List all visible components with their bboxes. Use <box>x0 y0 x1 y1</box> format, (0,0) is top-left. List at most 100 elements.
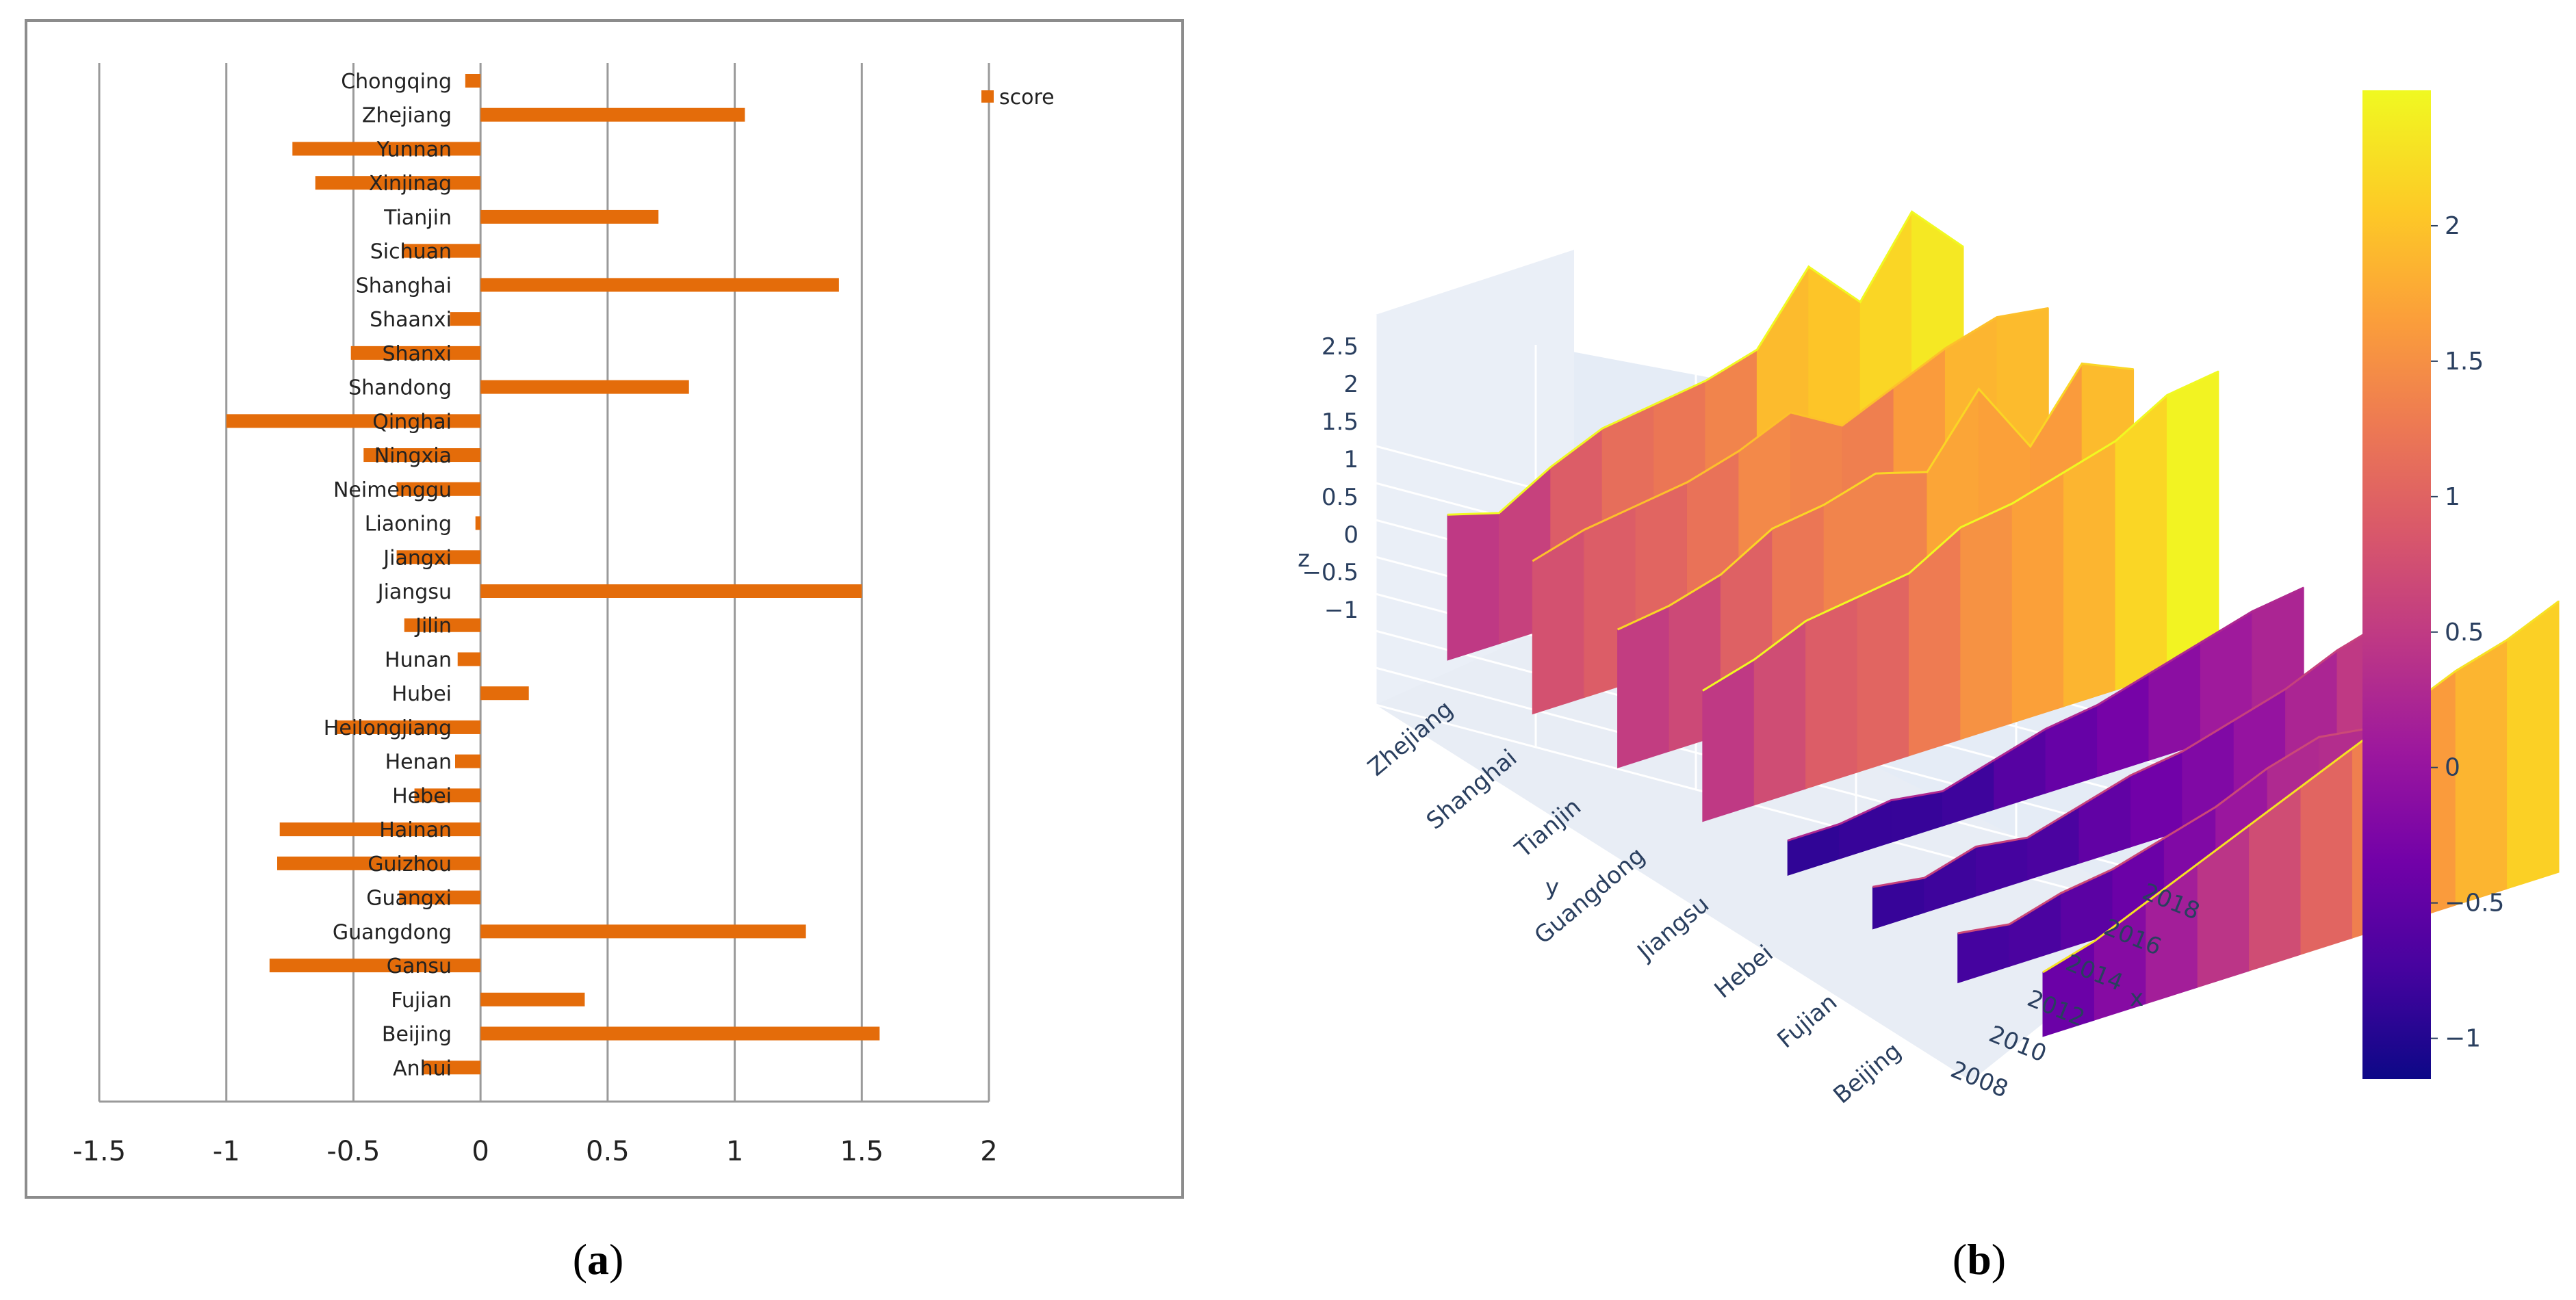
category-label: Beijing <box>382 1023 452 1047</box>
ridge-beijing-segment <box>2507 600 2560 889</box>
bar-neimenggu <box>396 482 481 496</box>
x-tick-label: -1.5 <box>73 1136 126 1167</box>
bar-hunan <box>457 652 481 666</box>
category-label: Xinjinag <box>369 172 452 196</box>
ridge-guangdong-segment <box>1805 596 1858 790</box>
bar-chongqing <box>465 74 481 88</box>
y-tick-label: Beijing <box>1828 1037 1906 1109</box>
bar-anhui <box>422 1061 481 1075</box>
colorbar-tick-label: 2 <box>2445 212 2460 240</box>
ridge-guangdong-segment <box>2011 471 2065 724</box>
z-tick-label: −1 <box>1324 597 1358 624</box>
z-tick-label: 0.5 <box>1322 484 1358 511</box>
category-label: Jiangsu <box>376 580 452 604</box>
bar-jiangxi <box>396 550 481 564</box>
category-label: Hainan <box>379 818 452 842</box>
category-label: Henan <box>385 751 452 775</box>
z-tick-label: −0.5 <box>1302 559 1358 586</box>
category-label: Guangdong <box>333 920 452 944</box>
category-label: Hubei <box>392 682 452 706</box>
legend-label: score <box>999 86 1055 109</box>
back-wall-gridline <box>1375 703 2177 918</box>
bar-hubei <box>480 686 529 701</box>
ridge-shanghai-crest <box>1532 307 2049 562</box>
x-tick-label: 0 <box>472 1136 489 1167</box>
category-label: Tianjin <box>383 206 452 230</box>
category-label: Guangxi <box>366 887 452 911</box>
y-tick-label: Fujian <box>1772 989 1842 1054</box>
category-label: Jilin <box>414 614 452 638</box>
category-label: Shandong <box>348 376 452 400</box>
z-tick-label: 2.5 <box>1322 333 1358 361</box>
bar-shanghai <box>480 278 839 292</box>
x-axis-title: x <box>2130 985 2143 1012</box>
ridge-guangdong-segment <box>2063 440 2116 707</box>
colorbar-tick-label: 1 <box>2445 483 2460 511</box>
bar-xinjinag <box>315 176 481 190</box>
ridge-beijing-segment <box>2455 639 2508 906</box>
ridge-guangdong-segment <box>2166 370 2219 675</box>
bar-fujian <box>480 992 585 1006</box>
x-tick-label: 2 <box>980 1136 997 1167</box>
x-axis: -1.5 -1 -0.5 0 0.5 1 1.5 2 <box>73 1100 998 1167</box>
panel-label-a: (a) <box>573 1235 624 1284</box>
colorbar-tick-label: 0.5 <box>2445 619 2484 647</box>
ridge-beijing-crest <box>2042 600 2560 974</box>
y-tick-label: Jiangsu <box>1632 891 1714 967</box>
x-tick-label: 1.5 <box>840 1136 884 1167</box>
x-tick-label: -1 <box>213 1136 240 1167</box>
x-tick-label: 1 <box>726 1136 743 1167</box>
bar-beijing <box>480 1026 880 1041</box>
ridge-guangdong-segment <box>1857 573 1909 773</box>
category-label: Gansu <box>387 954 452 978</box>
colorbar-tick-label: 1.5 <box>2445 348 2484 376</box>
category-label: Sichuan <box>370 240 452 264</box>
legend: score <box>981 86 1055 109</box>
category-label: Guizhou <box>368 853 452 876</box>
category-label: Yunnan <box>376 138 452 161</box>
category-labels: Chongqing Zhejiang Yunnan Xinjinag Tianjin Si… <box>324 70 452 1080</box>
ridge-hebei-crest <box>1872 618 2390 888</box>
colorbar <box>2362 90 2431 1079</box>
bar-guizhou <box>277 856 481 870</box>
ridge-tianjin-segment <box>1617 605 1670 768</box>
ridge-tianjin-crest <box>1617 362 2134 631</box>
y-tick-label: Hebei <box>1710 939 1779 1004</box>
bar-qinghai <box>226 414 481 428</box>
z-tick-label: 2 <box>1343 371 1358 398</box>
bar-jilin <box>404 618 481 632</box>
bar-henan <box>455 754 481 768</box>
bar-shandong <box>480 380 689 394</box>
z-tick-label: 1.5 <box>1322 408 1358 436</box>
category-label: Hunan <box>385 648 452 672</box>
bar-hebei <box>414 788 481 803</box>
category-label: Hebei <box>392 784 452 808</box>
bar-yunnan <box>292 142 481 156</box>
ridge-guangdong-crest <box>1702 370 2219 692</box>
y-axis-title: y <box>1545 874 1559 901</box>
x-tick-label: 0.5 <box>586 1136 630 1167</box>
colorbar-ticks: 2 1.5 1 0.5 0 −0.5 −1 <box>2431 212 2504 1053</box>
category-label: Shanxi <box>382 342 452 366</box>
bar-zhejiang <box>480 107 745 122</box>
bar-tianjin <box>480 209 659 224</box>
bar-hainan <box>279 822 481 837</box>
z-axis-ticks: 2.5 2 1.5 1 0.5 0 −0.5 −1 <box>1302 333 1358 624</box>
bar-gansu <box>269 959 481 973</box>
bar-jiangsu <box>480 584 862 598</box>
category-label: Anhui <box>393 1056 452 1080</box>
bar-shaanxi <box>450 312 481 326</box>
category-label: Jiangxi <box>382 546 452 570</box>
z-axis-title: z <box>1298 545 1310 573</box>
ridge-zhejiang-segment <box>1447 512 1499 661</box>
panel-label-b: (b) <box>1953 1235 2006 1284</box>
category-label: Shaanxi <box>370 308 452 332</box>
bar-ningxia <box>363 448 481 463</box>
category-label: Zhejiang <box>362 104 452 128</box>
ridge-jiangsu-crest <box>1787 586 2304 842</box>
category-label: Heilongjiang <box>324 716 452 740</box>
bar-liaoning <box>475 516 481 530</box>
category-label: Ningxia <box>374 444 452 468</box>
